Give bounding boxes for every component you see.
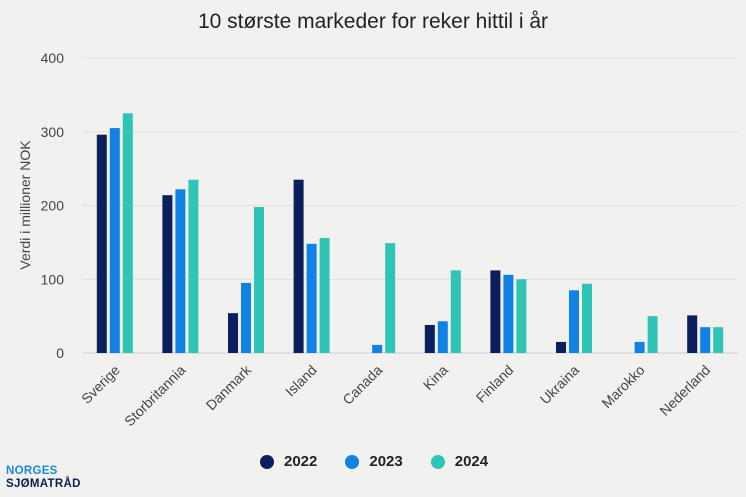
- legend: 2022 2023 2024: [260, 453, 488, 470]
- bar-2022-island: [293, 179, 304, 353]
- legend-label: 2024: [454, 453, 489, 470]
- legend-item-2022[interactable]: 2022: [260, 453, 317, 470]
- bar-2022-sverige: [96, 134, 107, 353]
- bar-2023-nederland: [700, 327, 711, 353]
- x-tick-label: Sverige: [78, 362, 123, 407]
- y-tick-label: 100: [41, 271, 65, 287]
- y-axis-label: Verdi i millioner NOK: [17, 140, 33, 270]
- bar-2024-storbritannia: [188, 179, 199, 353]
- x-tick-label: Marokko: [598, 362, 647, 411]
- legend-label: 2022: [284, 453, 318, 470]
- bar-2024-kina: [450, 270, 461, 353]
- bar-2023-kina: [437, 321, 448, 353]
- bar-2023-danmark: [241, 282, 251, 353]
- y-tick-label: 0: [56, 345, 64, 361]
- bar-2024-canada: [385, 243, 396, 353]
- bar-2023-finland: [503, 274, 514, 353]
- legend-item-2023[interactable]: 2023: [345, 453, 403, 470]
- legend-dot-icon: [260, 454, 274, 469]
- x-tick-label: Island: [282, 362, 320, 400]
- bar-2022-storbritannia: [162, 195, 173, 353]
- bar-2024-ukraina: [582, 283, 592, 353]
- y-tick-label: 300: [41, 124, 65, 140]
- legend-dot-icon: [430, 454, 445, 469]
- bar-2023-storbritannia: [175, 189, 186, 353]
- logo-line-2: SJØMATRÅD: [6, 478, 81, 490]
- x-tick-label: Storbritannia: [121, 362, 189, 430]
- bar-2023-canada: [372, 344, 383, 353]
- bar-2022-kina: [424, 324, 435, 353]
- bar-2022-ukraina: [556, 341, 566, 353]
- bar-2024-marokko: [647, 316, 658, 353]
- x-tick-label: Nederland: [656, 362, 713, 419]
- x-tick-label: Canada: [339, 362, 385, 408]
- bar-2024-island: [319, 237, 330, 353]
- bar-2023-island: [306, 243, 317, 353]
- x-tick-label: Ukraina: [537, 362, 583, 408]
- bar-2022-danmark: [228, 313, 238, 353]
- x-tick-label: Danmark: [203, 361, 255, 413]
- bar-2024-sverige: [122, 113, 133, 353]
- norges-sjomatrad-logo: NORGES SJØMATRÅD: [6, 465, 81, 491]
- chart-title: 10 største markeder for reker hittil i å…: [197, 10, 549, 33]
- legend-dot-icon: [345, 454, 360, 469]
- y-tick-label: 200: [41, 198, 65, 214]
- bar-2023-sverige: [109, 128, 120, 353]
- bar-2024-finland: [516, 279, 527, 353]
- bar-2024-danmark: [254, 206, 264, 353]
- bar-2022-nederland: [687, 315, 698, 353]
- bar-2023-marokko: [634, 341, 645, 353]
- x-tick-label: Finland: [473, 362, 517, 406]
- y-tick-label: 400: [41, 50, 65, 66]
- x-tick-label: Kina: [420, 362, 451, 393]
- bar-2022-finland: [490, 270, 501, 353]
- legend-item-2024[interactable]: 2024: [430, 453, 489, 470]
- legend-label: 2023: [369, 453, 403, 470]
- bar-2023-ukraina: [569, 290, 579, 353]
- logo-line-1: NORGES: [6, 465, 58, 477]
- bar-2024-nederland: [713, 327, 724, 353]
